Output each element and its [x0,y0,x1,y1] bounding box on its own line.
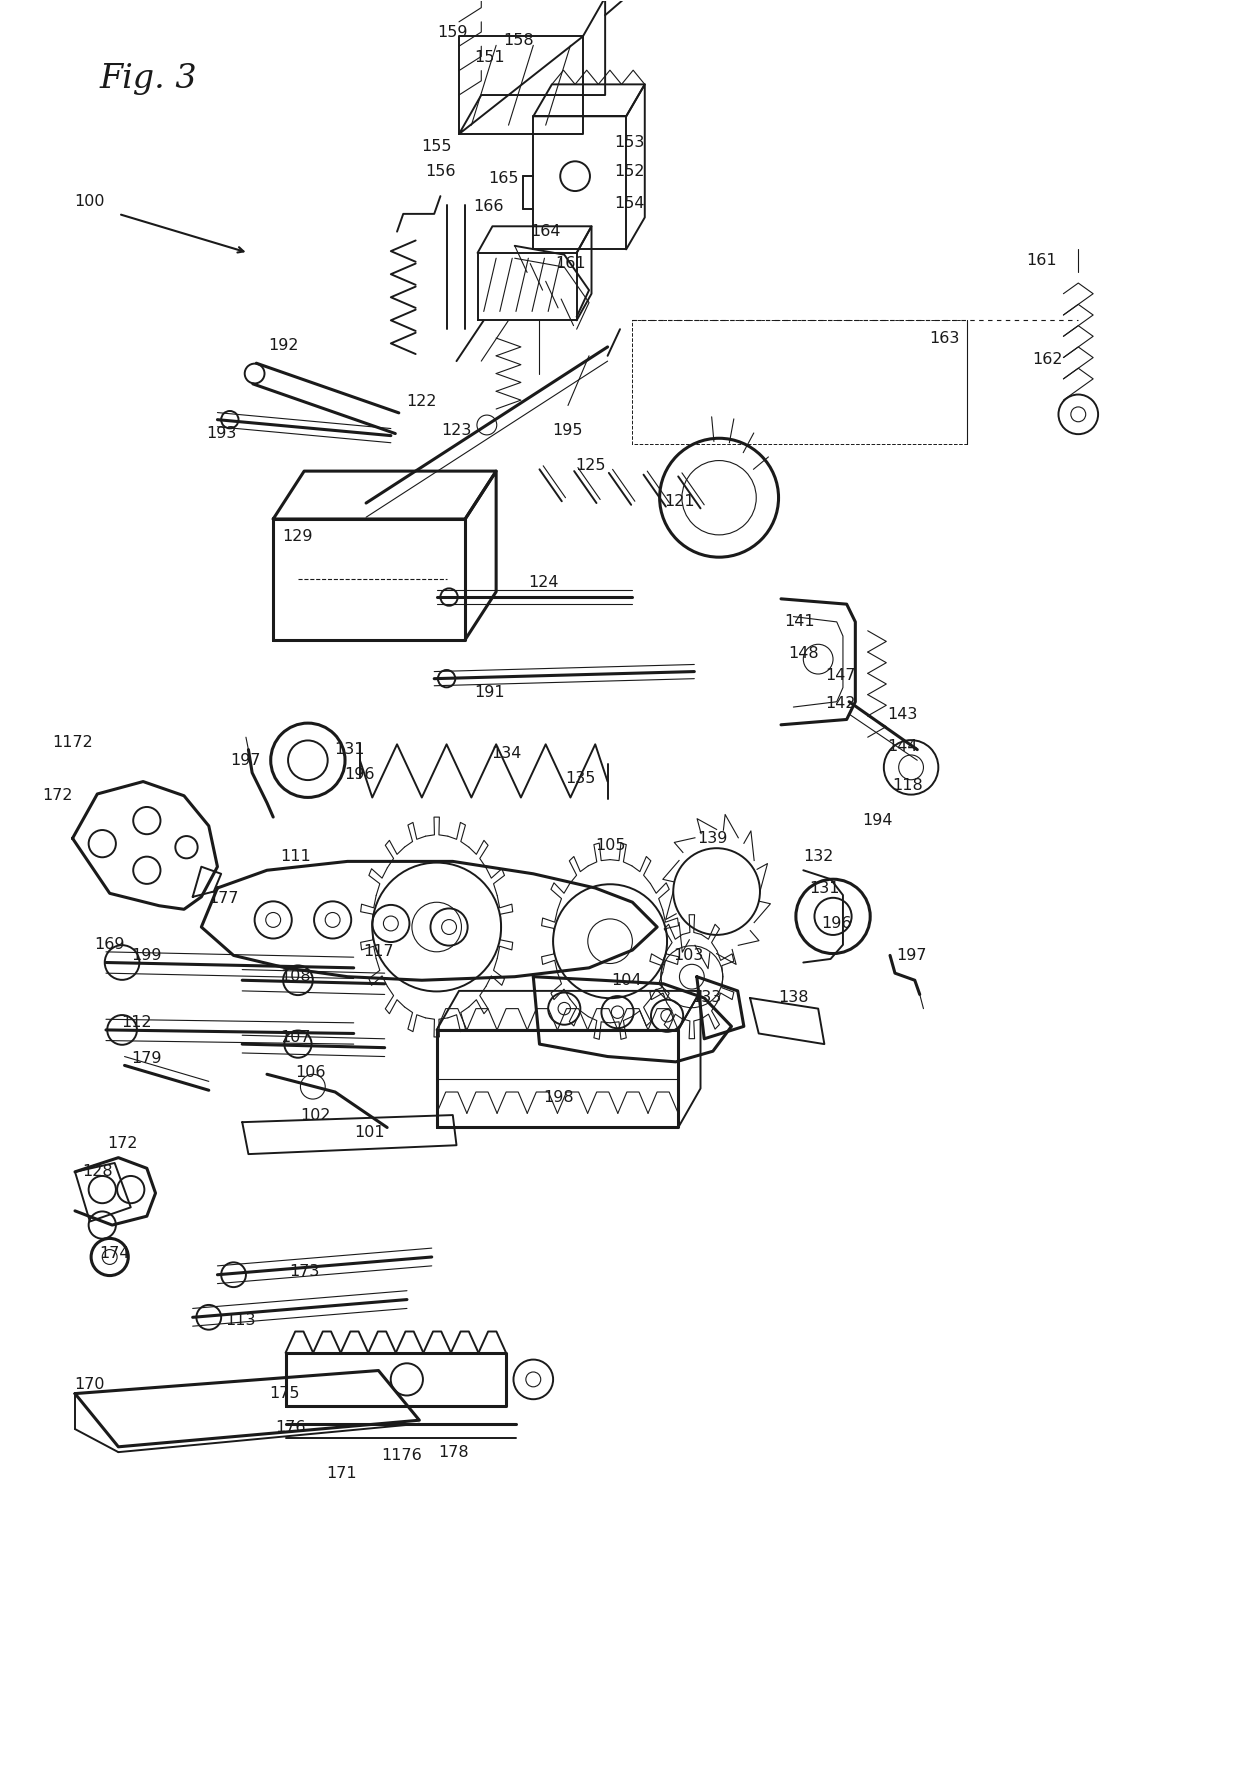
Text: 156: 156 [425,163,455,179]
Text: 169: 169 [94,938,125,952]
Text: 177: 177 [208,892,239,906]
Text: 195: 195 [553,423,583,439]
Text: 162: 162 [1032,352,1063,368]
Text: 1172: 1172 [52,735,93,749]
Text: 166: 166 [474,199,503,215]
Text: 105: 105 [595,838,625,852]
Text: 141: 141 [784,614,815,629]
Text: 197: 197 [231,753,262,767]
Text: 198: 198 [543,1090,573,1105]
Text: 158: 158 [503,32,533,48]
Text: 131: 131 [810,881,839,895]
Text: 152: 152 [615,163,645,179]
Text: 165: 165 [489,170,518,186]
Text: Fig. 3: Fig. 3 [99,64,197,96]
Text: 139: 139 [698,831,728,845]
Text: 108: 108 [280,970,311,984]
Text: 106: 106 [295,1066,326,1080]
Text: 100: 100 [74,194,105,210]
Text: 194: 194 [862,813,893,828]
Text: 196: 196 [345,767,376,781]
Text: 135: 135 [565,771,595,785]
Text: 104: 104 [611,973,641,987]
Text: 161: 161 [556,256,585,272]
Text: 131: 131 [335,742,366,757]
Text: 132: 132 [804,849,833,863]
Text: 161: 161 [1025,252,1056,268]
Text: 122: 122 [407,394,436,410]
Text: 124: 124 [528,575,558,590]
Text: 151: 151 [475,50,505,66]
Text: 178: 178 [439,1444,469,1460]
Text: 175: 175 [269,1385,300,1401]
Text: 163: 163 [929,330,960,346]
Text: 107: 107 [280,1030,311,1044]
Text: 172: 172 [42,789,73,803]
Text: 118: 118 [892,778,923,792]
Text: 102: 102 [300,1108,331,1122]
Text: 117: 117 [363,945,394,959]
Text: 138: 138 [779,991,808,1005]
Text: 197: 197 [895,948,926,963]
Text: 199: 199 [131,948,162,963]
Text: 176: 176 [275,1419,306,1435]
Text: 129: 129 [283,529,314,543]
Text: 196: 196 [822,916,852,931]
Text: 134: 134 [491,746,521,760]
Text: 1176: 1176 [382,1447,423,1463]
Text: 125: 125 [575,458,605,472]
Text: 191: 191 [475,686,505,700]
Text: 143: 143 [887,707,918,721]
Text: 172: 172 [107,1137,138,1151]
Text: 147: 147 [826,668,856,682]
Text: 113: 113 [226,1314,257,1328]
Text: 148: 148 [787,646,818,661]
Text: 193: 193 [206,426,237,442]
Text: 123: 123 [441,423,471,439]
Text: 164: 164 [531,224,560,240]
Text: 171: 171 [326,1465,357,1481]
Text: 103: 103 [673,948,703,963]
Text: 133: 133 [692,991,722,1005]
Text: 142: 142 [826,696,856,710]
Text: 179: 179 [131,1051,162,1066]
Text: 170: 170 [74,1376,105,1392]
Text: 174: 174 [99,1247,130,1261]
Text: 154: 154 [615,195,645,211]
Text: 112: 112 [122,1016,153,1030]
Text: 128: 128 [82,1165,113,1179]
Text: 153: 153 [615,135,645,151]
Text: 173: 173 [289,1265,320,1279]
Text: 121: 121 [665,494,694,508]
Text: 159: 159 [438,25,467,41]
Text: 192: 192 [268,337,299,353]
Text: 144: 144 [887,739,918,753]
Text: 155: 155 [422,139,451,155]
Text: 101: 101 [355,1126,386,1140]
Text: 111: 111 [280,849,311,863]
